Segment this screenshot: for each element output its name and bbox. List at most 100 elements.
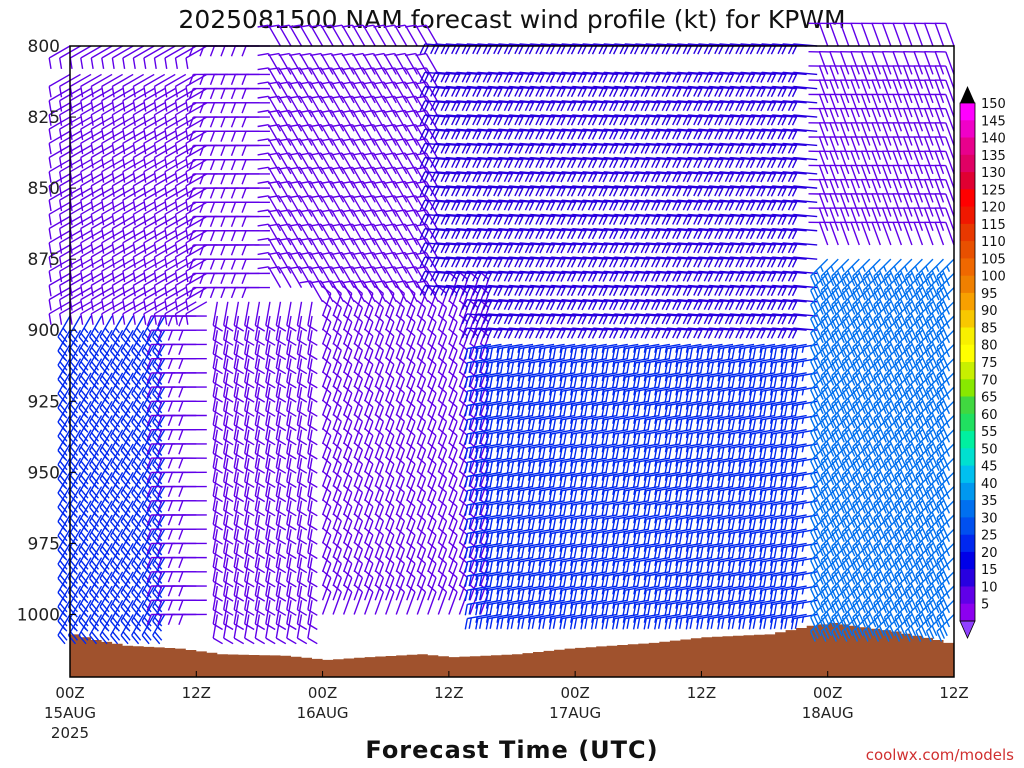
wind-barb	[152, 614, 166, 645]
wind-barb	[143, 286, 166, 311]
colorbar-swatch	[960, 431, 975, 449]
wind-barb	[164, 173, 187, 197]
colorbar-swatch	[960, 120, 975, 138]
colorbar-swatch	[960, 154, 975, 173]
x-tick-year: 2025	[51, 724, 89, 742]
wind-barb	[111, 272, 134, 297]
wind-barb	[109, 500, 124, 531]
credit-text[interactable]: coolwx.com/models	[866, 746, 1014, 764]
wind-barb	[90, 301, 113, 325]
wind-barb	[111, 201, 134, 226]
wind-barb	[78, 614, 92, 645]
colorbar-label: 110	[981, 235, 1006, 250]
wind-barb	[48, 286, 71, 311]
wind-barb	[153, 45, 176, 70]
wind-barb	[101, 215, 123, 240]
x-tick-date: 17AUG	[549, 704, 601, 722]
colorbar-label: 120	[981, 201, 1006, 216]
x-axis-label: Forecast Time (UTC)	[365, 736, 658, 764]
wind-barb	[143, 73, 166, 98]
wind-barb	[132, 73, 155, 98]
wind-barb	[57, 557, 71, 588]
y-tick-label: 975	[28, 534, 60, 554]
y-tick-label: 1000	[17, 605, 60, 625]
wind-barb	[80, 45, 102, 70]
wind-barb	[90, 244, 113, 268]
wind-barb	[143, 230, 166, 254]
wind-barb	[111, 88, 134, 112]
wind-barb	[101, 144, 123, 169]
wind-barb	[131, 614, 145, 645]
colorbar-swatch	[960, 258, 975, 277]
wind-barb	[882, 22, 903, 47]
colorbar-swatch	[960, 569, 975, 587]
wind-barb	[122, 88, 145, 112]
wind-barb	[111, 301, 134, 325]
colorbar-legend: 1501451401351301251201151101051009590858…	[959, 86, 1006, 639]
wind-barb	[153, 187, 176, 212]
wind-barb	[143, 102, 166, 126]
colorbar-label: 125	[981, 183, 1006, 198]
wind-barb	[101, 45, 123, 70]
wind-barb	[90, 286, 113, 311]
colorbar-swatch	[960, 223, 975, 242]
wind-barb	[143, 45, 166, 70]
wind-barb	[80, 88, 102, 112]
wind-barb	[111, 159, 134, 183]
wind-barb	[109, 614, 124, 645]
wind-barb	[80, 258, 102, 283]
wind-barb	[88, 614, 103, 645]
wind-barb	[90, 159, 113, 183]
colorbar-label: 90	[981, 304, 998, 319]
wind-barb	[48, 201, 71, 226]
colorbar-label: 35	[981, 494, 998, 509]
colorbar-label: 100	[981, 270, 1006, 285]
wind-barb	[101, 286, 123, 311]
wind-barb	[153, 230, 176, 254]
wind-barb	[57, 528, 71, 559]
wind-barb	[90, 258, 113, 283]
colorbar-top-arrow	[960, 86, 975, 103]
wind-barb	[132, 201, 155, 226]
wind-barb	[120, 372, 134, 403]
wind-barb	[90, 88, 113, 112]
wind-barb	[122, 130, 145, 155]
wind-barb	[913, 22, 934, 47]
y-tick-label: 925	[28, 392, 60, 412]
x-tick-date: 16AUG	[297, 704, 349, 722]
wind-barb	[164, 258, 187, 283]
wind-barb	[164, 159, 187, 183]
wind-barb	[99, 415, 113, 446]
colorbar-swatch	[960, 275, 975, 294]
wind-barb	[88, 400, 103, 432]
wind-barb	[153, 88, 176, 112]
wind-barb	[48, 258, 71, 283]
y-tick-label: 950	[28, 463, 60, 483]
colorbar-swatch	[960, 362, 975, 380]
wind-barb	[48, 88, 71, 112]
x-tick-label: 12Z	[182, 684, 211, 702]
wind-barb	[122, 187, 145, 212]
chart-title: 2025081500 NAM forecast wind profile (kt…	[178, 5, 845, 34]
y-tick-label: 800	[28, 37, 60, 57]
wind-barb	[48, 173, 71, 197]
wind-barb	[99, 614, 113, 645]
colorbar-label: 150	[981, 97, 1006, 112]
colorbar-swatch	[960, 206, 975, 225]
wind-barb	[111, 230, 134, 254]
colorbar-swatch	[960, 137, 975, 156]
wind-barb	[48, 230, 71, 254]
wind-barb	[101, 272, 123, 297]
wind-barb	[122, 244, 145, 268]
x-tick-label: 12Z	[687, 684, 716, 702]
wind-barb	[153, 173, 176, 197]
colorbar-label: 80	[981, 339, 998, 354]
colorbar-label: 15	[981, 563, 998, 578]
colorbar-swatch	[960, 500, 975, 518]
wind-barb	[131, 543, 145, 574]
wind-barb	[164, 272, 187, 297]
wind-barb	[122, 144, 145, 169]
wind-barb	[164, 88, 187, 112]
wind-barb	[90, 45, 113, 70]
wind-barb	[131, 500, 145, 531]
